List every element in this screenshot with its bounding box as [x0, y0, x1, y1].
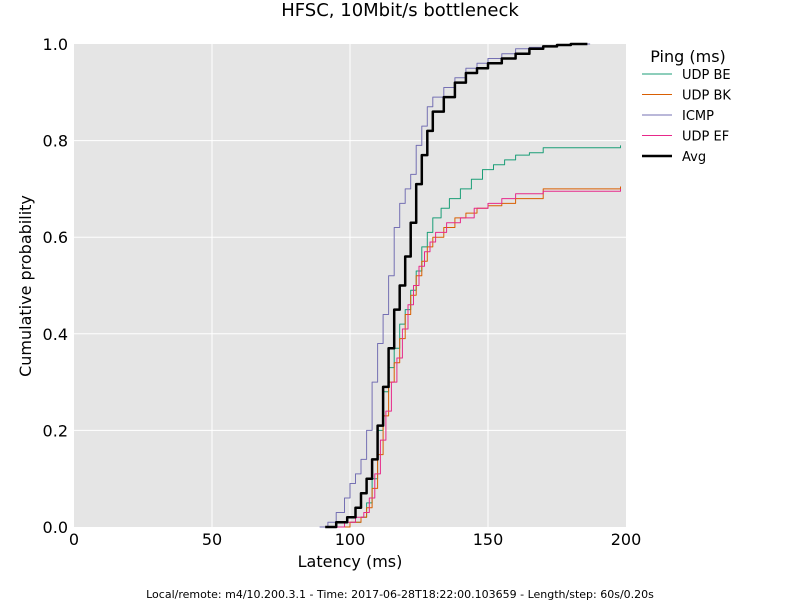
y-tick-label: 0.8	[43, 132, 68, 151]
tick-labels: 0 50 100 150 200 0.0 0.2 0.4 0.6 0.8 1.0	[43, 35, 642, 549]
x-tick-label: 50	[202, 530, 222, 549]
x-tick-label: 100	[335, 530, 366, 549]
y-tick-label: 0.4	[43, 325, 68, 344]
legend-label-udp-ef: UDP EF	[682, 130, 729, 145]
x-tick-label: 200	[611, 530, 642, 549]
y-tick-label: 0.6	[43, 228, 68, 247]
legend-label-udp-be: UDP BE	[682, 68, 731, 83]
footer-info: Local/remote: m4/10.200.3.1 - Time: 2017…	[146, 588, 654, 600]
grid-lines	[74, 44, 626, 527]
series-line-icmp	[319, 43, 591, 528]
y-tick-label: 0.0	[43, 518, 68, 537]
x-tick-label: 0	[69, 530, 79, 549]
legend-title: Ping (ms)	[650, 47, 726, 66]
legend-label-icmp: ICMP	[682, 109, 714, 124]
legend: Ping (ms) UDP BE UDP BK ICMP UDP EF Avg	[642, 47, 731, 165]
legend-label-udp-bk: UDP BK	[682, 89, 731, 104]
y-tick-label: 0.2	[43, 421, 68, 440]
legend-label-avg: Avg	[682, 150, 706, 165]
y-tick-label: 1.0	[43, 35, 68, 54]
x-axis-label: Latency (ms)	[298, 552, 403, 571]
series-line-avg	[325, 42, 588, 529]
series-line-udp-bk	[333, 186, 621, 528]
y-axis-label: Cumulative probability	[16, 195, 35, 377]
chart-title: HFSC, 10Mbit/s bottleneck	[281, 0, 519, 21]
x-tick-label: 150	[473, 530, 504, 549]
series-lines	[319, 42, 621, 529]
series-line-udp-ef	[330, 188, 621, 528]
